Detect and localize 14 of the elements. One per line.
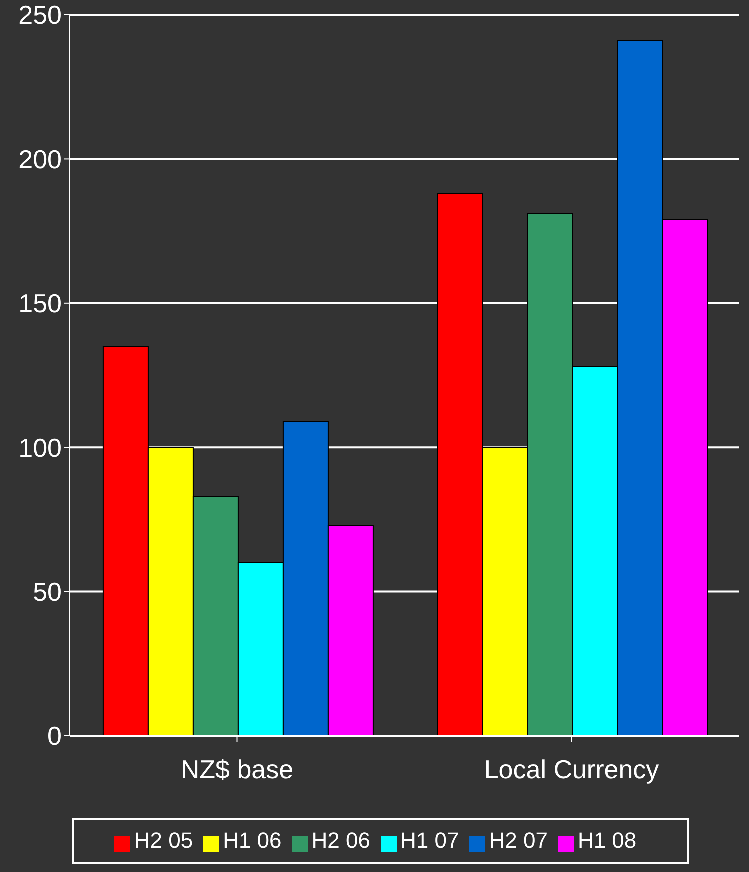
y-tick-label: 50 [33,577,62,608]
y-tick-label: 250 [18,0,62,30]
y-tick-label: 0 [48,721,62,752]
x-tick-label: NZ$ base [180,754,294,784]
y-tick-label: 100 [18,432,62,463]
y-tick-label: 150 [18,288,62,319]
legend-label: H2 05 [134,828,194,853]
legend-label: H1 08 [578,828,637,853]
y-tick-label: 200 [18,144,62,174]
legend-label: H1 07 [400,828,460,853]
legend-label: H2 06 [312,828,370,853]
legend-label: H1 06 [223,828,282,853]
legend-label: H2 07 [489,828,548,853]
x-tick-label: Local Currency [484,754,660,784]
